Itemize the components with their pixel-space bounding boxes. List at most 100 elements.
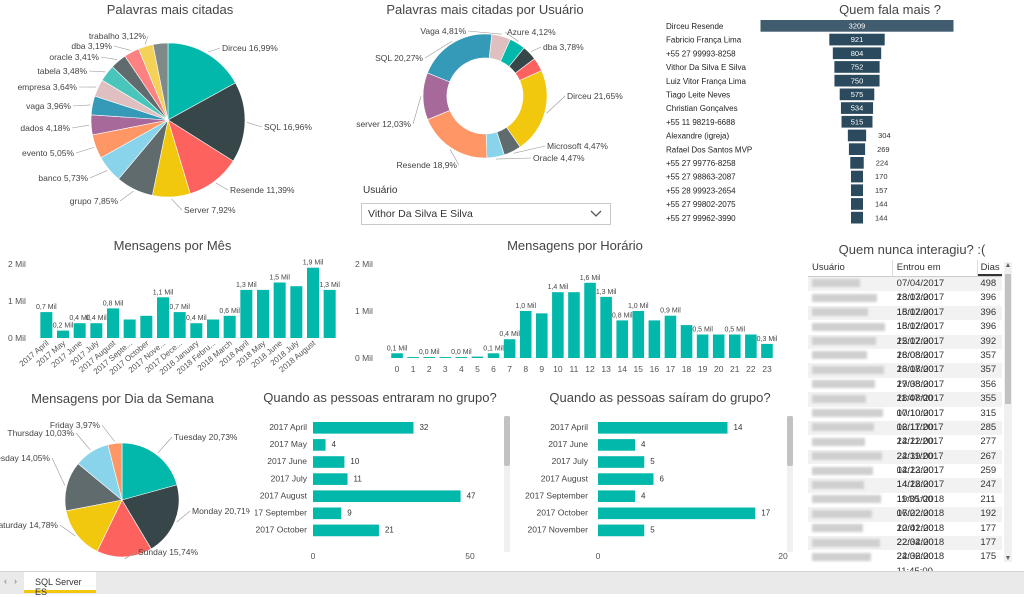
bar[interactable]: [665, 316, 677, 358]
bar[interactable]: [190, 323, 202, 338]
bar[interactable]: [313, 456, 344, 468]
bar[interactable]: [598, 508, 755, 520]
bar[interactable]: [681, 325, 693, 358]
bar[interactable]: [598, 439, 635, 451]
bar[interactable]: [633, 311, 645, 358]
bar[interactable]: [520, 311, 532, 358]
bar[interactable]: [74, 323, 86, 338]
bar[interactable]: [598, 525, 644, 537]
bar[interactable]: [472, 357, 484, 358]
bar[interactable]: [440, 357, 452, 358]
scroll-down-icon[interactable]: ▼: [1004, 555, 1012, 562]
funnel-bar[interactable]: [851, 171, 863, 183]
tab-next-icon[interactable]: ›: [14, 576, 17, 586]
funnel-bar[interactable]: [848, 130, 866, 142]
bar[interactable]: [224, 316, 236, 338]
scroll-thumb[interactable]: [787, 416, 793, 466]
bar[interactable]: [552, 292, 564, 358]
bar[interactable]: [313, 439, 326, 451]
bar[interactable]: [697, 335, 709, 359]
bar[interactable]: [600, 297, 612, 358]
top-words-pie[interactable]: Dirceu 16,99%SQL 16,96%Resende 11,39%Ser…: [0, 0, 340, 228]
bar[interactable]: [324, 290, 336, 338]
funnel-bar[interactable]: [851, 198, 863, 210]
bar[interactable]: [729, 335, 741, 359]
bar[interactable]: [423, 357, 435, 358]
bar[interactable]: [456, 357, 468, 358]
bar[interactable]: [536, 313, 548, 358]
bar[interactable]: [90, 323, 102, 338]
pie-slice[interactable]: [428, 110, 487, 158]
table-row[interactable]: 24/02/2018 11:45:00175: [808, 550, 1002, 564]
bar[interactable]: [207, 320, 219, 339]
bar[interactable]: [240, 290, 252, 338]
funnel-bar[interactable]: [851, 212, 863, 224]
bar[interactable]: [174, 312, 186, 338]
bar[interactable]: [598, 490, 635, 502]
funnel-bar[interactable]: [849, 143, 865, 155]
bar[interactable]: [598, 473, 654, 485]
pie-slice[interactable]: [427, 34, 491, 82]
bar[interactable]: [407, 357, 419, 358]
scroll-up-icon[interactable]: ▲: [1004, 262, 1012, 269]
tab-sql-server-es[interactable]: SQL Server ES: [24, 572, 96, 593]
scroll-thumb[interactable]: [504, 416, 510, 466]
bar[interactable]: [157, 297, 169, 338]
bar[interactable]: [140, 316, 152, 338]
bar[interactable]: [598, 456, 644, 468]
bar[interactable]: [616, 320, 628, 358]
bar[interactable]: [745, 335, 757, 359]
funnel-bar[interactable]: [851, 184, 863, 196]
tab-prev-icon[interactable]: ‹: [4, 576, 7, 586]
bar[interactable]: [649, 320, 661, 358]
bar[interactable]: [107, 308, 119, 338]
scroll-thumb[interactable]: [1005, 274, 1011, 404]
header-entrou[interactable]: Entrou em: [893, 260, 978, 276]
header-usuario[interactable]: Usuário: [808, 260, 893, 276]
bar[interactable]: [274, 283, 286, 339]
bar[interactable]: [257, 290, 269, 338]
words-by-user-donut[interactable]: Azure 4,12%dba 3,78%Dirceu 21,65%Microso…: [345, 0, 625, 180]
bar[interactable]: [598, 422, 728, 434]
bar[interactable]: [124, 320, 136, 339]
bar[interactable]: [761, 344, 773, 358]
bar[interactable]: [568, 292, 580, 358]
funnel-bar[interactable]: [850, 157, 863, 169]
bar[interactable]: [40, 312, 52, 338]
bar[interactable]: [488, 353, 500, 358]
bar[interactable]: [313, 508, 341, 520]
bar[interactable]: [313, 473, 348, 485]
table-scrollbar[interactable]: ▲ ▼: [1004, 262, 1012, 562]
bar[interactable]: [584, 283, 596, 358]
never-table[interactable]: Usuário Entrou em Dias 07/04/2017 23:13:…: [808, 260, 1002, 565]
user-slicer-dropdown[interactable]: Vithor Da Silva E Silva: [361, 203, 611, 225]
bar[interactable]: [313, 422, 413, 434]
bar[interactable]: [391, 353, 403, 358]
bar[interactable]: [57, 331, 69, 338]
by-weekday-pie[interactable]: Tuesday 20,73%Monday 20,71%Sunday 15,74%…: [0, 388, 250, 568]
bar[interactable]: [504, 339, 516, 358]
bar[interactable]: [713, 335, 725, 359]
